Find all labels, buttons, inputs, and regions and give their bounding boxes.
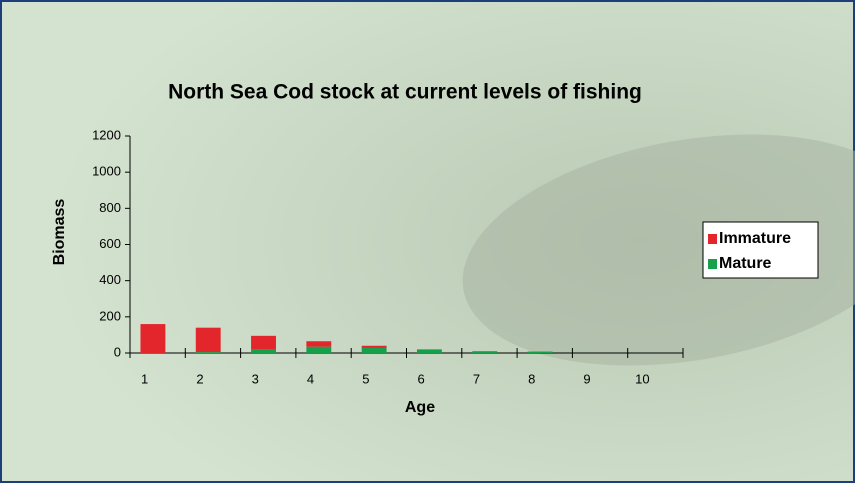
bar-segment bbox=[195, 327, 221, 353]
y-tick-label: 400 bbox=[99, 272, 121, 287]
fish-shape bbox=[462, 134, 855, 366]
x-tick-label: 4 bbox=[307, 371, 314, 386]
x-tick-label: 10 bbox=[635, 371, 649, 386]
legend-label: Immature bbox=[719, 230, 791, 247]
y-tick-label: 0 bbox=[114, 344, 121, 359]
legend-box bbox=[702, 221, 819, 279]
bar-segment bbox=[416, 349, 442, 353]
x-tick-label: 7 bbox=[473, 371, 480, 386]
bar-segment bbox=[140, 324, 166, 353]
x-tick-label: 3 bbox=[252, 371, 259, 386]
x-tick-label: 6 bbox=[418, 371, 425, 386]
bar-segment bbox=[251, 349, 276, 353]
bar-segment bbox=[306, 346, 332, 353]
y-axis-label: Biomass bbox=[51, 199, 68, 266]
bar-segment bbox=[195, 352, 221, 353]
x-axis-label: Age bbox=[405, 399, 435, 416]
y-tick-label: 600 bbox=[99, 236, 121, 251]
bar-segment bbox=[251, 335, 276, 350]
legend-swatch bbox=[708, 259, 717, 269]
legend-swatch bbox=[708, 234, 717, 244]
y-tick-label: 800 bbox=[99, 200, 121, 215]
y-tick-label: 1000 bbox=[92, 164, 121, 179]
bar-segment bbox=[361, 345, 387, 348]
x-tick-label: 1 bbox=[141, 371, 148, 386]
bar-segment bbox=[361, 347, 387, 353]
x-tick-label: 9 bbox=[583, 371, 590, 386]
bar-segment bbox=[472, 351, 498, 353]
y-tick-label: 200 bbox=[99, 308, 121, 323]
x-tick-label: 8 bbox=[528, 371, 535, 386]
bar-segment bbox=[306, 341, 332, 347]
x-tick-label: 2 bbox=[196, 371, 203, 386]
y-tick-label: 1200 bbox=[92, 127, 121, 142]
chart-title: North Sea Cod stock at current levels of… bbox=[168, 81, 642, 104]
bar-segment bbox=[527, 351, 553, 353]
x-tick-label: 5 bbox=[362, 371, 369, 386]
legend-label: Mature bbox=[719, 255, 772, 272]
